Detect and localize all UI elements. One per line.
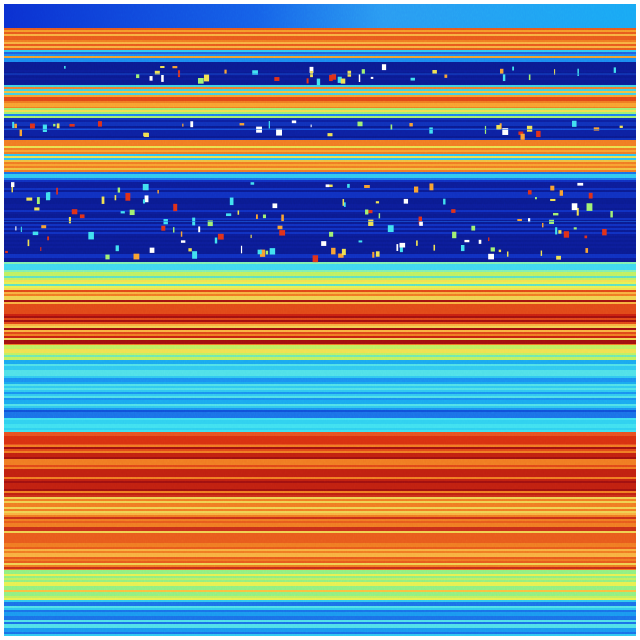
noise-texture [4,4,636,636]
